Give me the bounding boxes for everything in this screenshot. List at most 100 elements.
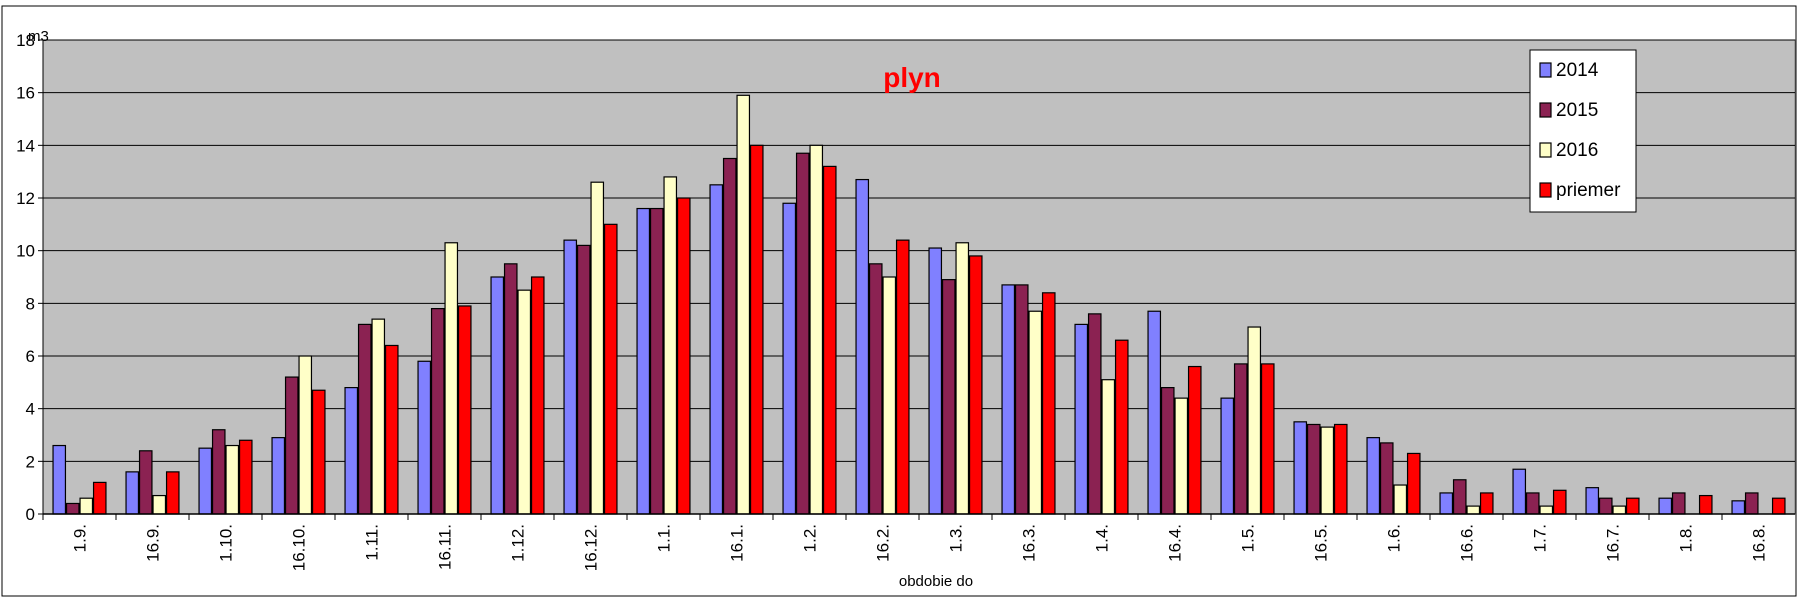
y-tick-label: 6: [26, 347, 35, 366]
chart-title: plyn: [883, 62, 941, 93]
bar-priemer-1.6.: [1406, 452, 1421, 515]
legend-swatch-2015: [1539, 102, 1552, 118]
bar-2014-16.6.: [1439, 492, 1454, 515]
bar-priemer-1.1.: [676, 197, 691, 515]
bar-priemer-1.11.: [384, 344, 399, 515]
bar-2015-16.9.: [138, 450, 153, 515]
bar-2015-16.5.: [1306, 423, 1321, 515]
x-tick-label: 1.12.: [509, 524, 528, 562]
bar-2016-16.6.: [1466, 505, 1481, 515]
bar-2015-1.8.: [1671, 492, 1686, 515]
bar-priemer-16.4.: [1187, 365, 1202, 515]
legend-label-priemer: priemer: [1556, 180, 1621, 201]
bar-2014-1.10.: [198, 447, 213, 515]
bar-2014-16.8.: [1731, 500, 1746, 515]
bar-2016-1.9.: [79, 497, 94, 515]
x-tick-label: 1.9.: [71, 524, 90, 552]
bar-2014-1.1.: [636, 207, 651, 515]
bar-2016-1.7.: [1539, 505, 1554, 515]
bar-2016-1.12.: [517, 289, 532, 515]
bar-2016-16.10.: [298, 355, 313, 515]
bar-priemer-1.12.: [530, 276, 545, 515]
bar-priemer-16.3.: [1041, 292, 1056, 515]
bar-2014-16.1.: [709, 184, 724, 515]
bar-2015-16.2.: [868, 263, 883, 515]
y-tick-label: 16: [16, 84, 35, 103]
bar-2016-16.12.: [590, 181, 605, 515]
bar-2016-1.11.: [371, 318, 386, 515]
bar-2014-1.4.: [1074, 323, 1089, 515]
x-tick-label: 16.2.: [874, 524, 893, 562]
bar-priemer-16.5.: [1333, 423, 1348, 515]
bar-priemer-16.12.: [603, 223, 618, 515]
y-tick-label: 8: [26, 294, 35, 313]
bar-2014-1.3.: [928, 247, 943, 515]
bar-2014-1.8.: [1658, 497, 1673, 515]
legend-items: 2014 2015 2016 priemer: [1539, 60, 1621, 201]
bar-2016-16.3.: [1028, 310, 1043, 515]
bar-2016-1.1.: [663, 176, 678, 515]
y-tick-label: 4: [26, 400, 35, 419]
bar-2016-1.3.: [955, 242, 970, 515]
y-axis-label: m3: [28, 28, 49, 45]
x-tick-label: 16.8.: [1750, 524, 1769, 562]
gridlines: [43, 39, 1795, 462]
bar-2014-16.10.: [271, 437, 286, 515]
bar-2015-1.2.: [795, 152, 810, 515]
bar-priemer-16.9.: [165, 471, 180, 515]
bar-2014-1.2.: [782, 202, 797, 515]
x-tick-label: 16.9.: [144, 524, 163, 562]
x-tick-label: 1.2.: [801, 524, 820, 552]
bar-priemer-16.11.: [457, 305, 472, 515]
bar-2014-16.7.: [1585, 487, 1600, 515]
axes: [38, 39, 1795, 520]
bar-priemer-1.2.: [822, 165, 837, 515]
bar-2015-1.11.: [357, 323, 372, 515]
bar-2016-1.4.: [1101, 379, 1116, 515]
bar-2016-16.5.: [1320, 426, 1335, 515]
bar-priemer-16.2.: [895, 239, 910, 515]
bar-2015-1.9.: [65, 502, 80, 515]
bars: [52, 94, 1786, 515]
x-tick-label: 16.11.: [436, 524, 455, 570]
bar-2014-16.4.: [1147, 310, 1162, 515]
legend-label-2015: 2015: [1556, 100, 1598, 121]
bar-2016-1.5.: [1247, 326, 1262, 515]
bar-2015-16.6.: [1452, 479, 1467, 515]
bar-priemer-1.9.: [92, 481, 107, 515]
bar-2016-1.2.: [809, 144, 824, 515]
legend-label-2014: 2014: [1556, 60, 1599, 81]
bar-2014-1.6.: [1366, 437, 1381, 515]
legend-swatch-priemer: [1539, 182, 1552, 198]
x-tick-label: 1.10.: [217, 524, 236, 562]
y-tick-label: 2: [26, 452, 35, 471]
bar-2015-1.1.: [649, 207, 664, 515]
bar-priemer-16.6.: [1479, 492, 1494, 515]
bar-2015-16.8.: [1744, 492, 1759, 515]
bar-2016-16.1.: [736, 94, 751, 515]
bar-2015-1.5.: [1233, 363, 1248, 515]
bar-2016-16.7.: [1612, 505, 1627, 515]
bar-priemer-16.10.: [311, 389, 326, 515]
bar-priemer-16.1.: [749, 144, 764, 515]
bar-2015-1.12.: [503, 263, 518, 515]
bar-2014-1.7.: [1512, 468, 1527, 515]
bar-2016-1.10.: [225, 444, 240, 515]
bar-2016-16.11.: [444, 242, 459, 515]
bar-2015-16.12.: [576, 244, 591, 515]
bar-2014-1.11.: [344, 387, 359, 515]
y-tick-label: 10: [16, 242, 35, 261]
bar-2015-16.11.: [430, 308, 445, 515]
y-tick-label: 14: [16, 136, 35, 155]
bar-2015-16.7.: [1598, 497, 1613, 515]
bar-priemer-1.4.: [1114, 339, 1129, 515]
x-tick-label: 16.10.: [290, 524, 309, 571]
x-tick-label: 16.12.: [582, 524, 601, 571]
bar-2015-1.7.: [1525, 492, 1540, 515]
bar-priemer-16.8.: [1771, 497, 1786, 515]
bar-2014-16.2.: [855, 178, 870, 515]
tick-labels: 0 2 4 6 8 10 12 14 16 18 1.9. 16.9. 1.10. 16.10. 1.11.…: [16, 31, 1768, 571]
bar-2015-16.10.: [284, 376, 299, 515]
